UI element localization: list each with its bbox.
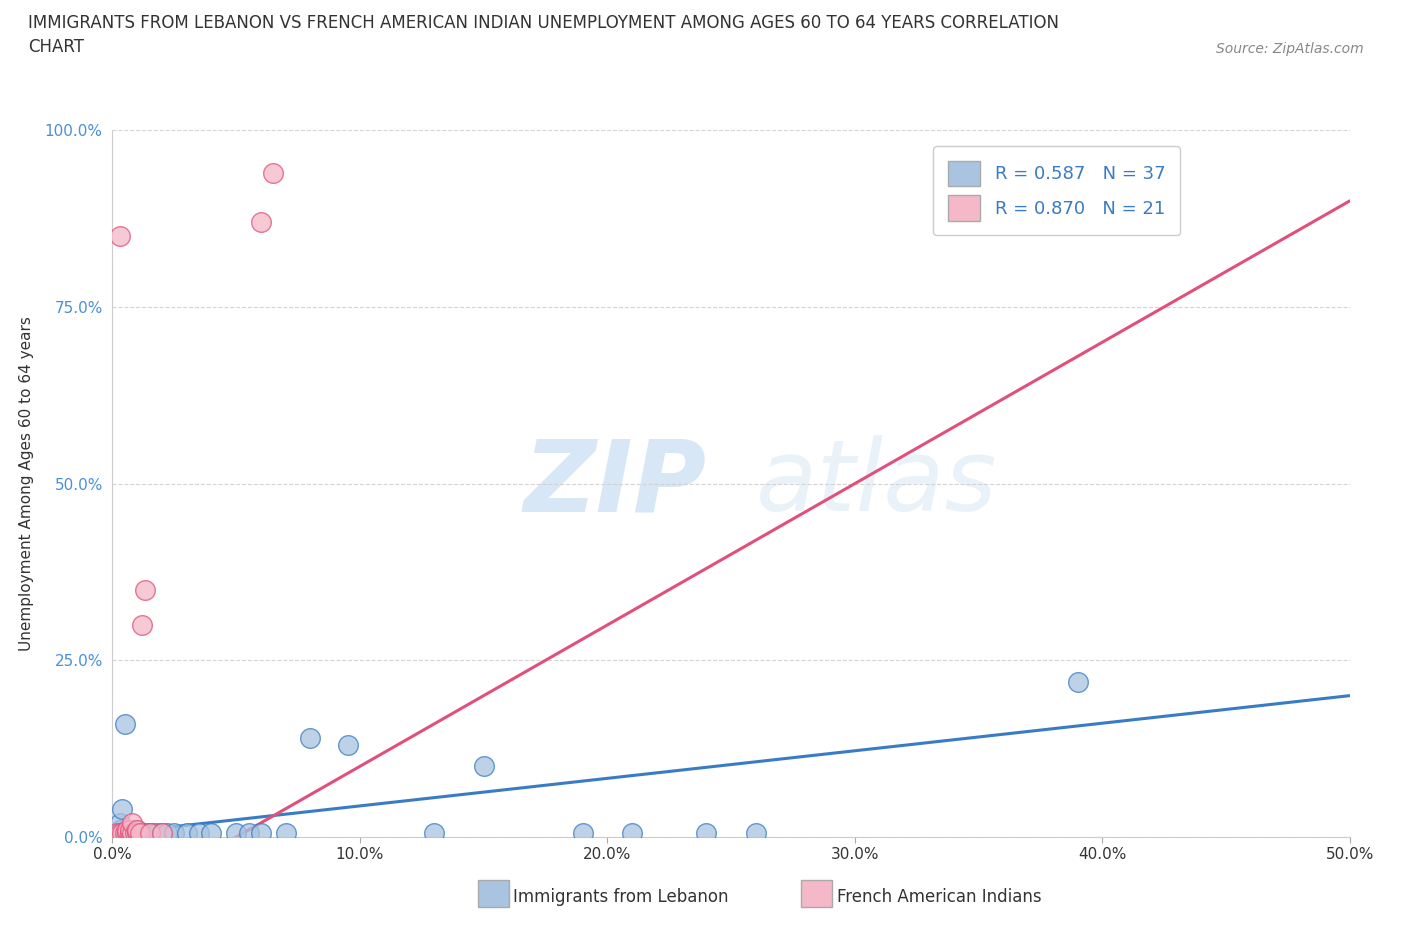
Legend: R = 0.587   N = 37, R = 0.870   N = 21: R = 0.587 N = 37, R = 0.870 N = 21 — [934, 146, 1180, 235]
Text: Immigrants from Lebanon: Immigrants from Lebanon — [513, 888, 728, 907]
Point — [200, 826, 222, 841]
Text: atlas: atlas — [756, 435, 997, 532]
Point — [111, 802, 134, 817]
Point — [250, 215, 273, 230]
Point — [118, 822, 141, 837]
Point — [134, 582, 156, 597]
Point — [117, 822, 139, 837]
Point — [127, 826, 149, 841]
Point — [121, 826, 143, 841]
Point — [188, 826, 211, 841]
Point — [141, 826, 163, 841]
Point — [124, 822, 146, 837]
Point — [121, 816, 143, 830]
Point — [156, 826, 179, 841]
Point — [138, 826, 160, 841]
Point — [127, 826, 149, 841]
Point — [238, 826, 260, 841]
Text: ZIP: ZIP — [523, 435, 706, 532]
Point — [423, 826, 446, 841]
Point — [128, 826, 150, 841]
Point — [107, 826, 129, 841]
Point — [150, 826, 173, 841]
Point — [1066, 674, 1088, 689]
Point — [121, 826, 143, 841]
Point — [124, 826, 146, 841]
Point — [114, 826, 136, 841]
Text: IMMIGRANTS FROM LEBANON VS FRENCH AMERICAN INDIAN UNEMPLOYMENT AMONG AGES 60 TO : IMMIGRANTS FROM LEBANON VS FRENCH AMERIC… — [28, 14, 1059, 56]
Point — [250, 826, 273, 841]
Point — [138, 826, 160, 841]
Point — [108, 816, 131, 830]
Point — [571, 826, 593, 841]
Point — [163, 826, 186, 841]
Point — [108, 822, 131, 837]
Y-axis label: Unemployment Among Ages 60 to 64 years: Unemployment Among Ages 60 to 64 years — [18, 316, 34, 651]
Point — [336, 737, 359, 752]
Point — [108, 826, 131, 841]
Point — [745, 826, 768, 841]
Point — [107, 826, 129, 841]
Point — [131, 826, 153, 841]
Point — [118, 826, 141, 841]
Point — [117, 826, 139, 841]
Point — [274, 826, 297, 841]
Point — [225, 826, 247, 841]
Point — [117, 826, 139, 841]
Point — [114, 716, 136, 731]
Point — [621, 826, 644, 841]
Point — [472, 759, 495, 774]
Text: Source: ZipAtlas.com: Source: ZipAtlas.com — [1216, 42, 1364, 56]
Point — [150, 826, 173, 841]
Point — [262, 166, 284, 180]
Point — [114, 826, 136, 841]
Point — [695, 826, 717, 841]
Point — [127, 822, 149, 837]
Point — [134, 826, 156, 841]
Point — [111, 826, 134, 841]
Point — [146, 826, 169, 841]
Point — [128, 826, 150, 841]
Text: French American Indians: French American Indians — [837, 888, 1042, 907]
Point — [127, 822, 149, 837]
Point — [118, 826, 141, 841]
Point — [176, 826, 198, 841]
Point — [131, 618, 153, 632]
Point — [108, 229, 131, 244]
Point — [299, 731, 322, 746]
